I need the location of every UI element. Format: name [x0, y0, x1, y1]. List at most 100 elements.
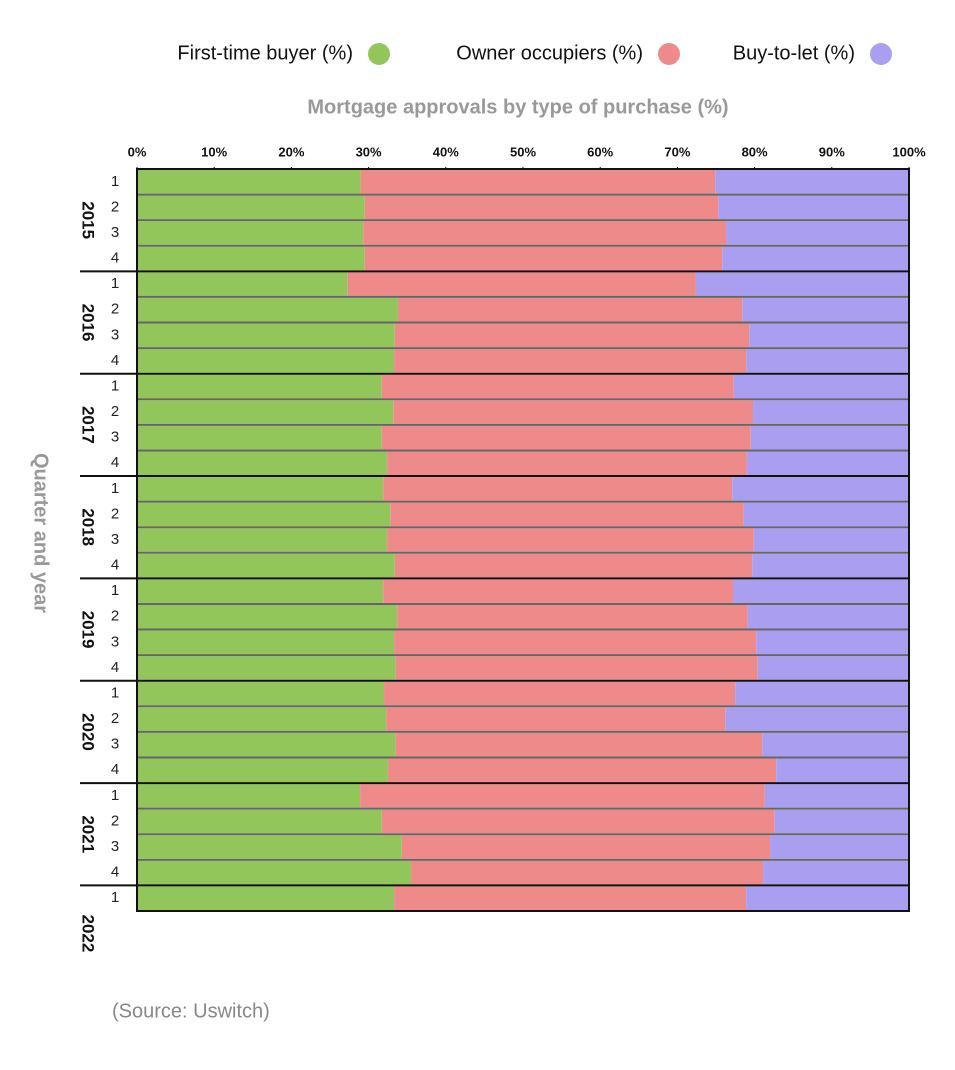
x-tick-label: 30%: [356, 144, 382, 159]
bar-segment: [381, 374, 734, 399]
x-tick-label: 90%: [819, 144, 845, 159]
bar-segment: [137, 886, 395, 910]
quarter-label: 2: [111, 301, 119, 318]
bar-segment: [732, 477, 909, 501]
bar-segment: [387, 528, 754, 552]
bar-segment: [718, 195, 909, 220]
legend-label: Buy-to-let (%): [733, 42, 855, 64]
quarter-label: 2: [111, 198, 119, 215]
legend-marker: [368, 43, 390, 65]
bar-segment: [363, 221, 727, 245]
bar-segment: [395, 732, 763, 757]
bar-segment: [137, 374, 382, 399]
bar-segment: [137, 272, 348, 296]
bar-segment: [732, 579, 909, 603]
bar-segment: [137, 195, 365, 220]
quarter-label: 2: [111, 812, 119, 829]
bar-segment: [381, 809, 775, 834]
bar-segment: [746, 886, 909, 910]
year-label: 2020: [79, 713, 98, 751]
bar-segment: [386, 707, 726, 731]
bar-segment: [137, 323, 395, 348]
bar-segment: [726, 221, 909, 245]
bar-segment: [746, 451, 909, 476]
legend-marker: [870, 43, 892, 65]
bar-segment: [753, 528, 909, 552]
bar-segment: [137, 860, 412, 885]
bar-segment: [757, 656, 909, 680]
quarter-label: 2: [111, 608, 119, 625]
chart-title: Mortgage approvals by type of purchase (…: [307, 96, 728, 118]
quarter-label: 3: [111, 326, 119, 343]
bar-segment: [137, 630, 395, 655]
bar-segment: [770, 835, 909, 859]
bar-segment: [137, 681, 385, 706]
bar-segment: [137, 221, 364, 245]
bar-segment: [749, 323, 909, 348]
source: (Source: Uswitch): [112, 1000, 270, 1022]
bar-segment: [750, 425, 909, 450]
bar-segment: [137, 502, 391, 527]
year-label: 2015: [79, 201, 98, 239]
quarter-label: 1: [111, 582, 119, 599]
quarter-label: 4: [111, 761, 119, 778]
bar-segment: [747, 604, 909, 629]
bar-segment: [137, 835, 402, 859]
bar-segment: [746, 349, 909, 373]
bar-segment: [390, 502, 744, 527]
bar-segment: [394, 630, 757, 655]
bar-segment: [137, 477, 384, 501]
bar-segment: [387, 758, 777, 783]
legend-marker: [658, 43, 680, 65]
bar-segment: [742, 297, 909, 322]
bar-segment: [743, 502, 909, 527]
bar-segment: [387, 451, 747, 476]
bar-segment: [364, 246, 723, 271]
bar-segment: [395, 656, 758, 680]
x-tick-label: 50%: [510, 144, 536, 159]
bar-segment: [137, 553, 395, 578]
bar-segment: [397, 297, 743, 322]
quarter-label: 2: [111, 710, 119, 727]
quarter-label: 1: [111, 173, 119, 190]
plot-frame: [136, 168, 910, 912]
bar-segment: [137, 246, 365, 271]
bar-segment: [695, 272, 909, 296]
bar-segment: [733, 374, 909, 399]
bar-segment: [137, 579, 384, 603]
x-tick-label: 0%: [128, 144, 147, 159]
quarter-label: 3: [111, 838, 119, 855]
bar-segment: [774, 809, 909, 834]
bar-segment: [137, 604, 398, 629]
bar-segment: [137, 528, 388, 552]
bar-segment: [394, 886, 747, 910]
bar-segment: [776, 758, 909, 783]
quarter-label: 4: [111, 250, 119, 267]
bar-segment: [752, 553, 909, 578]
quarter-label: 3: [111, 429, 119, 446]
bar-segment: [364, 195, 719, 220]
bar-segment: [137, 656, 396, 680]
quarter-label: 3: [111, 531, 119, 548]
x-tick-label: 60%: [587, 144, 613, 159]
legend-label: First-time buyer (%): [177, 42, 353, 64]
bar-segment: [715, 170, 909, 194]
bar-segment: [722, 246, 909, 271]
quarter-label: 1: [111, 480, 119, 497]
quarter-label: 4: [111, 864, 119, 881]
bar-segment: [137, 732, 396, 757]
quarter-label: 4: [111, 557, 119, 574]
quarter-label: 2: [111, 403, 119, 420]
quarter-label: 4: [111, 352, 119, 369]
bar-segment: [394, 349, 747, 373]
x-tick-label: 100%: [892, 144, 926, 159]
bar-segment: [397, 604, 748, 629]
bar-segment: [394, 323, 750, 348]
bar-segment: [137, 707, 387, 731]
bar-segment: [137, 349, 395, 373]
bar-segment: [137, 297, 398, 322]
y-axis-label: Quarter and year: [30, 453, 52, 613]
year-label: 2017: [79, 406, 98, 444]
bar-segment: [394, 553, 753, 578]
